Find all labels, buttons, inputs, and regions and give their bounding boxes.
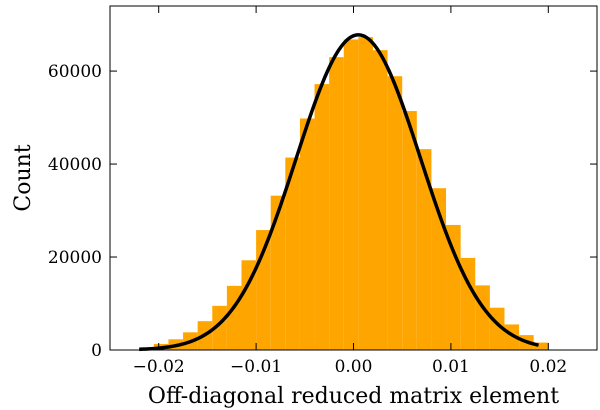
histogram-bar: [285, 157, 300, 350]
gaussian-fit-line: [139, 33, 539, 352]
histogram-bar: [387, 76, 403, 351]
histogram-bar: [416, 149, 432, 350]
x-tick-label: −0.01: [230, 357, 282, 377]
histogram-bar: [343, 39, 359, 350]
histogram-bar: [460, 257, 476, 350]
histogram-bar: [431, 188, 447, 350]
histogram-bars: [139, 37, 549, 351]
y-tick-label: 40000: [48, 155, 102, 175]
histogram-bar: [372, 50, 388, 350]
y-tick-label: 20000: [48, 248, 102, 268]
histogram-bar: [402, 111, 417, 351]
x-tick-label: 0.00: [335, 357, 373, 377]
histogram-bar: [533, 342, 549, 350]
histogram-bar: [299, 118, 315, 350]
y-tick-label: 60000: [48, 62, 102, 82]
histogram-bar: [475, 285, 490, 350]
x-tick-label: 0.01: [432, 357, 470, 377]
histogram-bar: [314, 84, 330, 351]
histogram-bar: [270, 195, 286, 350]
histogram-bar: [212, 305, 227, 350]
x-tick-label: −0.02: [133, 357, 185, 377]
histogram-bar: [446, 224, 461, 350]
axis-ticks: −0.02 −0.01 0.00 0.01 0.02 0 20000 40000 60000: [48, 6, 597, 377]
histogram-bar: [241, 260, 257, 350]
histogram-bar: [226, 285, 242, 350]
y-axis-label: Count: [11, 144, 36, 211]
x-tick-label: 0.02: [529, 357, 567, 377]
x-axis-label: Off-diagonal reduced matrix element: [148, 384, 559, 409]
histogram-bar: [358, 37, 373, 351]
y-tick-label: 0: [91, 341, 102, 361]
histogram-bar: [329, 57, 344, 351]
